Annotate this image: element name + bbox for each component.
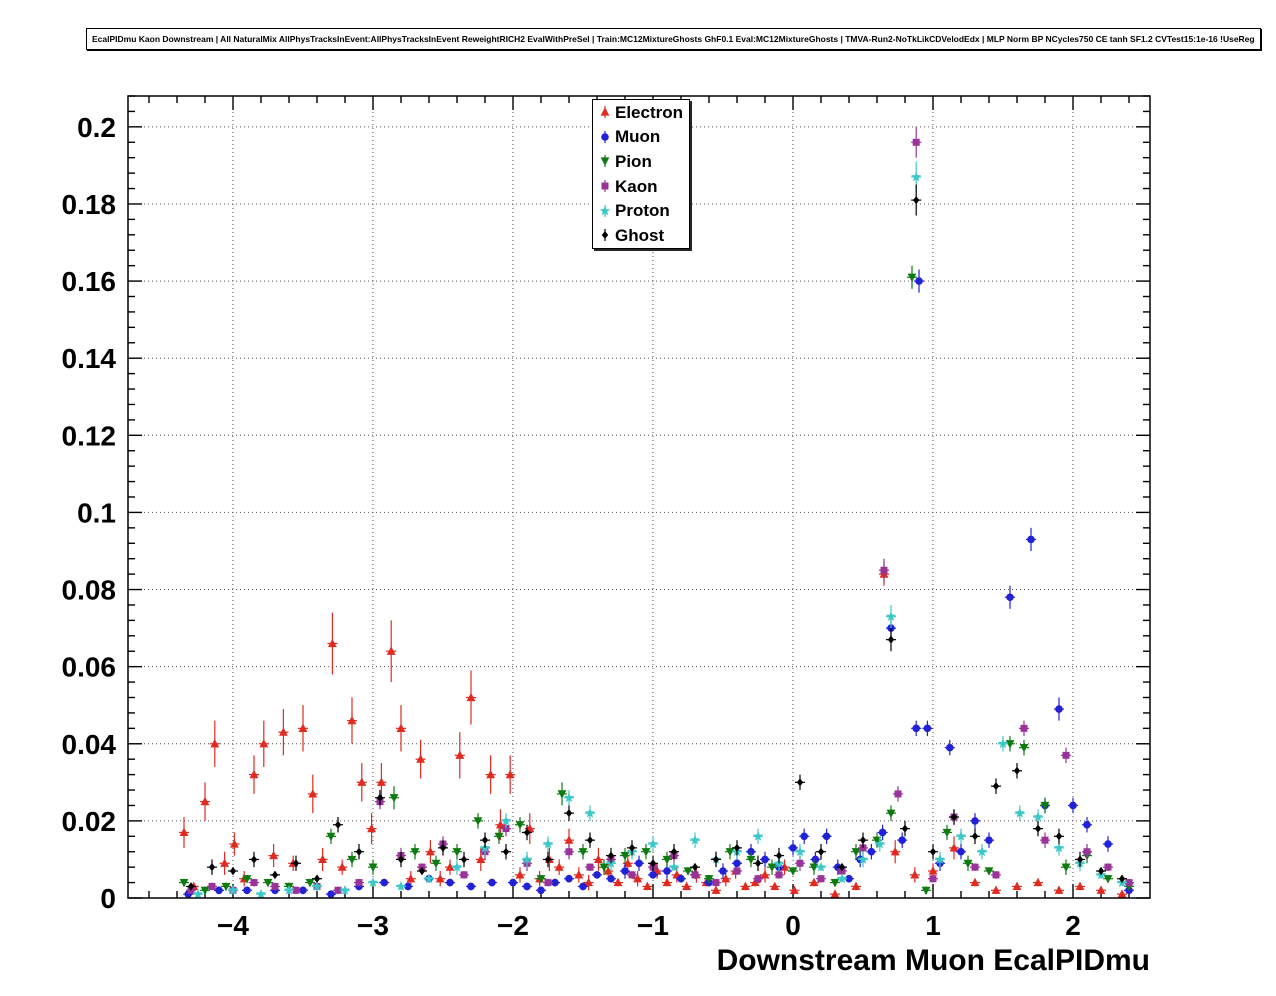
plot-title: EcalPIDmu Kaon Downstream | All NaturalM… bbox=[86, 28, 1261, 50]
gridlines bbox=[128, 96, 1150, 898]
series-pion bbox=[178, 265, 1135, 896]
svg-text:0.18: 0.18 bbox=[62, 189, 117, 220]
legend-entry-muon: Muon bbox=[593, 125, 685, 150]
svg-text:0.04: 0.04 bbox=[62, 729, 117, 760]
svg-text:1: 1 bbox=[925, 910, 941, 941]
svg-text:0.02: 0.02 bbox=[62, 806, 117, 837]
legend-marker-diamond-icon bbox=[601, 229, 609, 242]
svg-text:−1: −1 bbox=[637, 910, 669, 941]
legend-entry-electron: Electron bbox=[593, 100, 685, 125]
svg-text:2: 2 bbox=[1065, 910, 1081, 941]
plot-frame bbox=[127, 95, 1151, 899]
legend-marker-circle-icon bbox=[601, 130, 609, 143]
legend-label: Electron bbox=[615, 102, 684, 122]
svg-text:0.2: 0.2 bbox=[77, 112, 116, 143]
svg-text:0.14: 0.14 bbox=[62, 343, 117, 374]
legend-label: Pion bbox=[615, 151, 652, 171]
svg-text:0: 0 bbox=[785, 910, 801, 941]
svg-text:0.16: 0.16 bbox=[62, 266, 117, 297]
series-proton bbox=[192, 161, 1128, 899]
svg-text:0: 0 bbox=[100, 883, 116, 914]
legend-label: Kaon bbox=[615, 176, 658, 196]
svg-text:−3: −3 bbox=[357, 910, 389, 941]
svg-text:0.06: 0.06 bbox=[62, 652, 117, 683]
svg-text:−4: −4 bbox=[217, 910, 249, 941]
legend-entry-kaon: Kaon bbox=[593, 174, 685, 199]
series-ghost bbox=[185, 184, 1128, 891]
legend-marker-square-icon bbox=[601, 180, 609, 193]
legend-entry-proton: Proton bbox=[593, 198, 685, 223]
svg-text:−2: −2 bbox=[497, 910, 529, 941]
legend-marker-triangle-up-icon bbox=[600, 106, 610, 119]
legend: Electron Muon Pion Kaon Proton Ghost bbox=[592, 99, 691, 249]
svg-text:0.1: 0.1 bbox=[77, 497, 116, 528]
axis-tick-labels: −4 −3 −2 −1 0 1 2 0 0.02 0.04 0.06 0.08 0.1 0.12 0.14 0… bbox=[62, 112, 1081, 941]
svg-text:0.08: 0.08 bbox=[62, 575, 117, 606]
legend-marker-triangle-down-icon bbox=[600, 155, 610, 168]
legend-marker-star-icon bbox=[599, 204, 611, 217]
legend-entry-ghost: Ghost bbox=[593, 223, 685, 248]
x-axis-title: Downstream Muon EcalPIDmu bbox=[716, 944, 1150, 977]
series-muon bbox=[183, 269, 1135, 898]
legend-entry-pion: Pion bbox=[593, 149, 685, 174]
legend-label: Proton bbox=[615, 201, 670, 221]
legend-label: Muon bbox=[615, 127, 661, 147]
svg-text:0.12: 0.12 bbox=[62, 420, 117, 451]
legend-label: Ghost bbox=[615, 225, 665, 245]
